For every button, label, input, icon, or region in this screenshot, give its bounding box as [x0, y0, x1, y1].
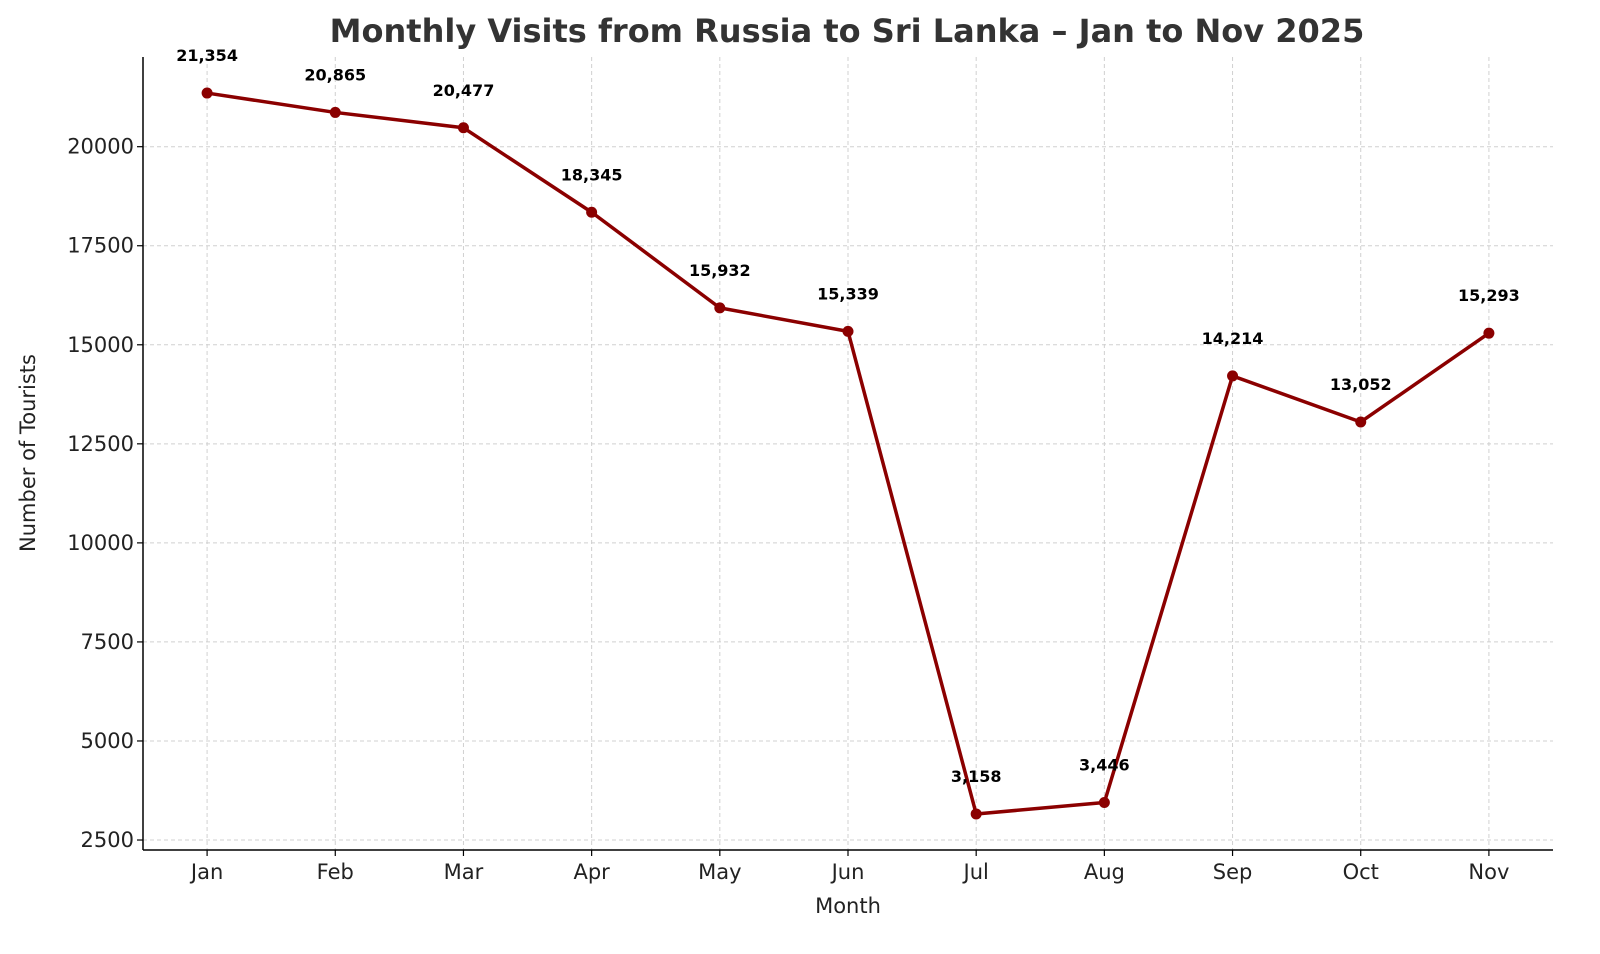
y-tick-label: 7500 — [81, 630, 134, 654]
y-axis: 2500 5000 7500 10000 12500 15000 17500 20000 — [67, 135, 143, 852]
x-tick-label: Jun — [830, 860, 865, 884]
series-line: 21,354 20,865 20,477 18,345 15,932 15,339 3,15… — [176, 46, 1520, 820]
x-tick-label: Oct — [1343, 860, 1379, 884]
x-tick-label: Feb — [317, 860, 354, 884]
grid — [143, 57, 1553, 850]
y-tick-label: 15000 — [67, 333, 134, 357]
x-tick-label: Nov — [1468, 860, 1509, 884]
x-tick-label: Aug — [1084, 860, 1125, 884]
chart-title: Monthly Visits from Russia to Sri Lanka … — [330, 12, 1365, 50]
x-tick-label: Mar — [444, 860, 484, 884]
data-label: 13,052 — [1330, 375, 1392, 394]
data-label: 21,354 — [176, 46, 238, 65]
data-label: 20,865 — [304, 65, 366, 84]
data-point — [714, 302, 726, 314]
data-label: 15,293 — [1458, 286, 1520, 305]
x-axis-label: Month — [815, 894, 881, 918]
y-tick-label: 20000 — [67, 135, 134, 159]
data-point — [842, 325, 854, 337]
data-point — [1227, 370, 1239, 382]
x-tick-label: Jul — [962, 860, 989, 884]
data-point — [329, 106, 341, 118]
data-label: 15,932 — [689, 261, 751, 280]
data-point — [1355, 416, 1367, 428]
y-tick-label: 5000 — [81, 729, 134, 753]
x-axis: Jan Feb Mar Apr May Jun Jul Aug Sep Oct Nov — [189, 850, 1509, 884]
data-point — [970, 808, 982, 820]
y-tick-label: 2500 — [81, 828, 134, 852]
y-axis-label: Number of Tourists — [16, 354, 40, 552]
data-line — [206, 91, 1490, 816]
data-point — [457, 122, 469, 134]
data-point — [586, 206, 598, 218]
y-tick-label: 10000 — [67, 531, 134, 555]
data-label: 3,446 — [1079, 756, 1130, 775]
data-label: 15,339 — [817, 284, 879, 303]
y-tick-label: 17500 — [67, 234, 134, 258]
x-tick-label: Apr — [573, 860, 610, 884]
data-label: 3,158 — [951, 767, 1002, 786]
x-tick-label: May — [698, 860, 741, 884]
data-label: 20,477 — [433, 81, 495, 100]
data-point — [1098, 797, 1110, 809]
y-tick-label: 12500 — [67, 432, 134, 456]
x-tick-label: Sep — [1213, 860, 1253, 884]
data-label: 18,345 — [561, 165, 623, 184]
x-tick-label: Jan — [189, 860, 223, 884]
data-point — [201, 87, 213, 99]
data-point — [1483, 327, 1495, 339]
data-label: 14,214 — [1202, 329, 1264, 348]
